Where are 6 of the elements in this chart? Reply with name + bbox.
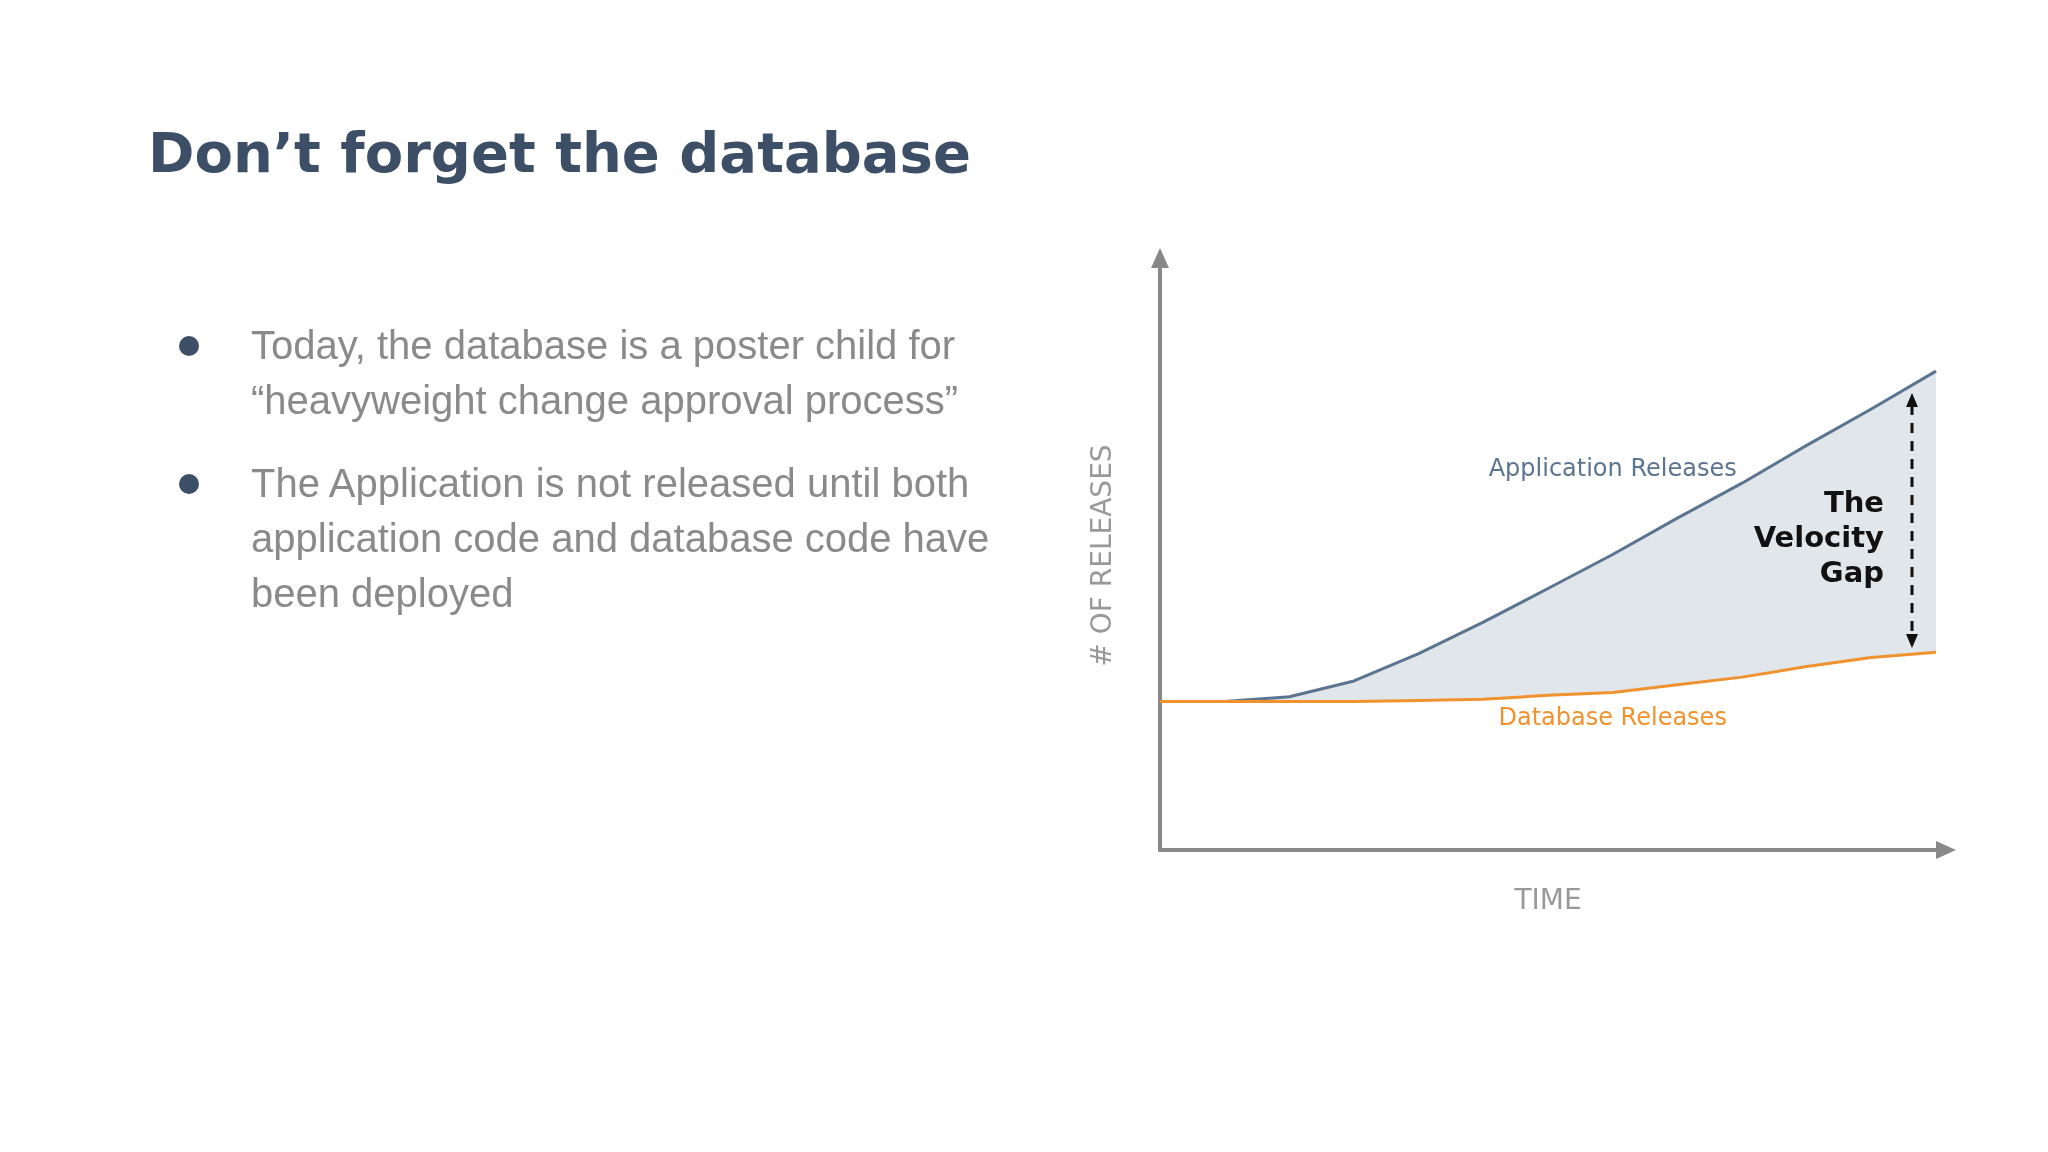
text: The Application is not released until both application code and database code have been deployed <box>175 456 1055 621</box>
text: Don’t forget the database <box>148 120 971 185</box>
text: Today, the database is a poster child for “heavyweight change approval process” <box>175 318 1055 428</box>
x-axis-title: TIME <box>1513 882 1582 916</box>
y-axis-title: # OF RELEASES <box>1084 444 1118 667</box>
series-label: Database Releases <box>1498 703 1727 732</box>
